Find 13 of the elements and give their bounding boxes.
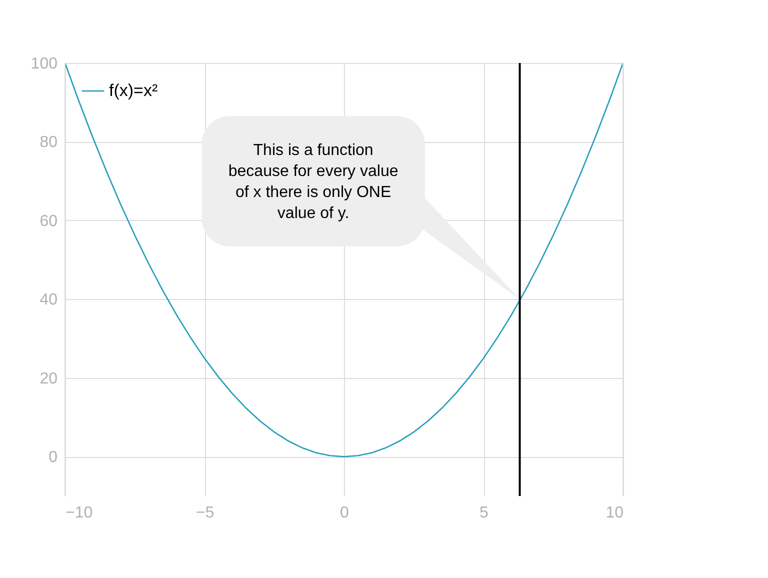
x-tick-label: −5 bbox=[196, 504, 214, 522]
y-tick-label: 60 bbox=[40, 212, 58, 230]
y-tick-label: 100 bbox=[30, 56, 58, 72]
x-tick-label: 5 bbox=[480, 504, 489, 522]
x-tick-label: −10 bbox=[66, 504, 93, 522]
x-tick-label: 10 bbox=[606, 504, 624, 522]
legend-label: f(x)=x² bbox=[109, 81, 158, 100]
x-tick-label: 0 bbox=[340, 504, 350, 522]
annotation: This is a function because for every value of x there is only ONE value of y. bbox=[228, 142, 398, 222]
y-tick-label: 40 bbox=[40, 292, 58, 309]
y-tick-label: 0 bbox=[48, 449, 58, 466]
y-tick-label: 80 bbox=[40, 134, 58, 152]
y-tick-label: 20 bbox=[40, 370, 58, 388]
